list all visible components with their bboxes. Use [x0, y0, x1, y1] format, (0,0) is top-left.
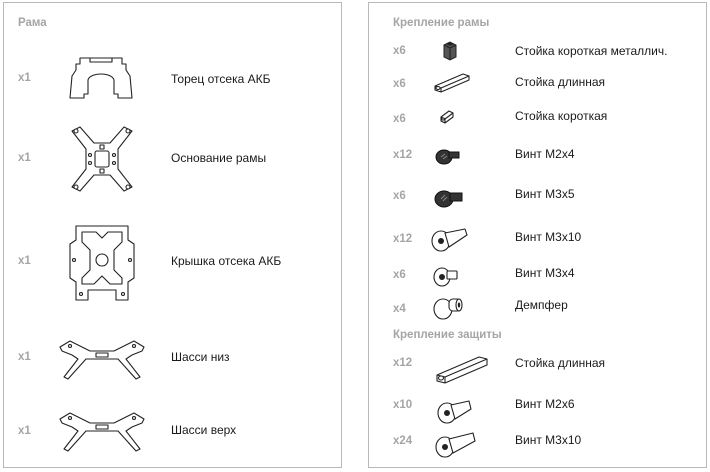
list-item: x6 Винт М3х4 — [369, 261, 706, 289]
short-standoff-icon — [437, 107, 457, 127]
item-name: Винт М3х10 — [515, 433, 582, 447]
item-qty: x12 — [393, 149, 413, 161]
frame-section-title: Рама — [18, 17, 47, 29]
battery-cover-icon — [66, 220, 138, 306]
frame-mount-section-title: Крепление рамы — [393, 17, 490, 29]
list-item: x1 Шасси низ — [4, 337, 341, 381]
item-name: Винт М3х5 — [515, 187, 575, 201]
list-item: x1 Шасси верх — [4, 407, 341, 452]
item-name: Винт М3х10 — [515, 230, 582, 244]
short-metal-standoff-icon — [439, 39, 461, 63]
item-name: Основание рамы — [171, 151, 267, 165]
long-standoff-icon — [433, 353, 491, 385]
screw-m2x4-icon — [433, 143, 463, 167]
list-item: x10 Винт М2х6 — [369, 393, 706, 425]
list-item: x6 Стойка длинная — [369, 73, 706, 93]
item-name: Винт М2х4 — [515, 147, 575, 161]
frame-parts-panel: Рама x1 Торец отсека АКБ x1 Основание — [3, 2, 342, 468]
list-item: x24 Винт М3х10 — [369, 429, 706, 463]
item-qty: x24 — [393, 435, 413, 447]
screw-m3x5-icon — [433, 183, 465, 211]
item-qty: x6 — [393, 45, 406, 57]
item-qty: x12 — [393, 233, 413, 245]
item-name: Стойка длинная — [515, 356, 606, 370]
list-item: x4 Демпфер — [369, 293, 706, 321]
item-qty: x6 — [393, 269, 406, 281]
list-item: x12 Винт М2х4 — [369, 143, 706, 167]
item-qty: x4 — [393, 303, 406, 315]
item-qty: x1 — [18, 255, 31, 267]
item-name: Крышка отсека АКБ — [171, 254, 282, 268]
list-item: x6 Стойка короткая металлич. — [369, 41, 706, 61]
item-qty: x6 — [393, 78, 406, 90]
frame-base-icon — [66, 123, 138, 195]
long-standoff-icon — [431, 72, 473, 94]
item-qty: x1 — [18, 152, 31, 164]
list-item: x12 Стойка длинная — [369, 353, 706, 385]
item-qty: x12 — [393, 357, 413, 369]
item-name: Стойка длинная — [515, 75, 606, 89]
screw-m2x6-icon — [435, 393, 475, 427]
item-qty: x1 — [18, 351, 31, 363]
list-item: x1 Торец отсека АКБ — [4, 57, 341, 108]
item-name: Торец отсека АКБ — [171, 72, 271, 86]
list-item: x12 Винт М3х10 — [369, 223, 706, 255]
item-qty: x6 — [393, 190, 406, 202]
item-name: Стойка короткая — [515, 109, 608, 123]
mount-parts-panel: Крепление рамы x6 Стойка короткая металл… — [368, 2, 707, 468]
list-item: x1 Крышка отсека АКБ — [4, 220, 341, 306]
list-item: x6 Стойка короткая — [369, 107, 706, 127]
list-item: x1 Основание рамы — [4, 123, 341, 195]
item-qty: x1 — [18, 72, 31, 84]
landing-gear-bottom-icon — [56, 337, 148, 381]
item-name: Шасси низ — [171, 350, 230, 364]
list-item: x6 Винт М3х5 — [369, 183, 706, 211]
item-qty: x10 — [393, 399, 413, 411]
item-name: Винт М2х6 — [515, 397, 575, 411]
guard-mount-section-title: Крепление защиты — [393, 329, 502, 341]
item-qty: x1 — [18, 425, 31, 437]
item-qty: x6 — [393, 113, 406, 125]
battery-end-cap-icon — [66, 54, 136, 104]
item-name: Шасси верх — [171, 423, 237, 437]
screw-m3x10-icon — [433, 427, 479, 461]
item-name: Демпфер — [515, 298, 568, 312]
damper-icon — [431, 293, 467, 321]
item-name: Винт М3х4 — [515, 266, 575, 280]
screw-m3x4-icon — [431, 261, 461, 289]
item-name: Стойка короткая металлич. — [515, 44, 668, 58]
screw-m3x10-icon — [429, 223, 471, 255]
landing-gear-top-icon — [56, 407, 148, 452]
